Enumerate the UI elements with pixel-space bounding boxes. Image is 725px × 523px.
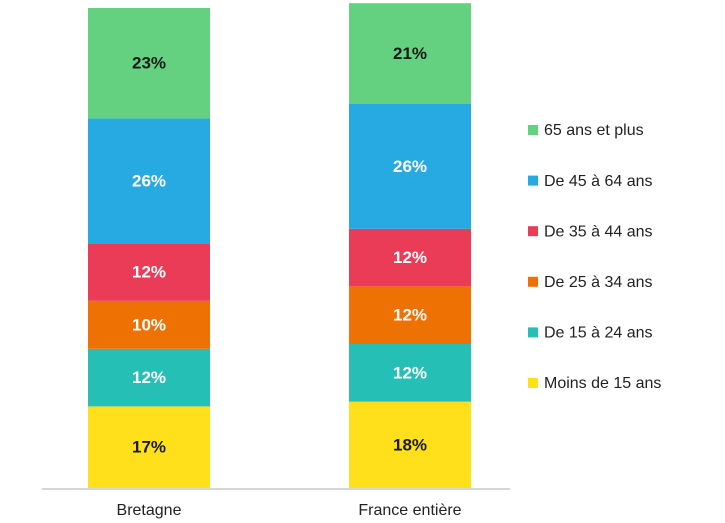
data-label: 12% (393, 248, 427, 267)
data-label: 21% (393, 44, 427, 63)
data-label: 18% (393, 435, 427, 454)
bar-segment (349, 401, 471, 488)
data-label: 12% (132, 262, 166, 281)
bar-segment (88, 406, 210, 488)
bar-segment (349, 286, 471, 344)
legend-swatch (528, 226, 538, 237)
legend-label: De 45 à 64 ans (544, 173, 653, 190)
data-label: 17% (132, 438, 166, 457)
bar-segment (88, 118, 210, 244)
bar-segment (349, 228, 471, 287)
data-label: 10% (132, 315, 166, 334)
legend-swatch (528, 378, 538, 388)
bar-segment (88, 348, 210, 407)
data-label: 26% (393, 157, 427, 176)
legend-swatch (528, 327, 538, 338)
x-tick-label: Bretagne (117, 502, 182, 519)
data-label: 12% (132, 368, 166, 387)
bar-segment (349, 3, 471, 105)
x-tick-label: France entière (358, 502, 461, 519)
data-label: 23% (132, 54, 166, 73)
legend-label: De 25 à 34 ans (544, 274, 653, 291)
data-label: 12% (393, 306, 427, 325)
legend-swatch (528, 175, 538, 186)
legend-label: 65 ans et plus (544, 122, 644, 139)
legend-swatch (528, 125, 538, 135)
data-label: 12% (393, 363, 427, 382)
bar-segment (88, 8, 210, 119)
legend-swatch (528, 276, 538, 287)
data-label: 26% (132, 171, 166, 190)
bar-segment (349, 104, 471, 229)
bar-segment (88, 243, 210, 301)
bar-segment (88, 300, 210, 349)
legend-label: De 35 à 44 ans (544, 223, 653, 240)
bar-segment (349, 344, 471, 402)
legend-label: Moins de 15 ans (544, 375, 661, 392)
legend-label: De 15 à 24 ans (544, 325, 653, 342)
